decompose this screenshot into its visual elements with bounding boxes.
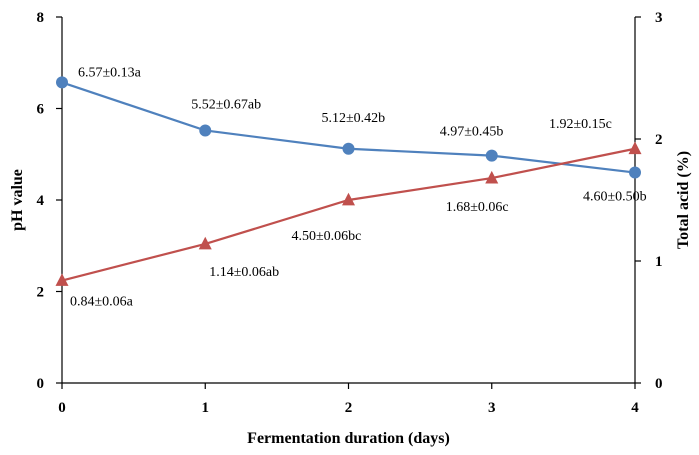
total-acid-data-label: 1.92±0.15c (549, 117, 612, 132)
total-acid-point (628, 141, 642, 155)
x-tick-label: 0 (58, 400, 66, 416)
left-y-tick-label: 6 (37, 102, 45, 118)
left-y-axis-title: pH value (9, 169, 26, 231)
x-axis-title: Fermentation duration (days) (247, 430, 450, 447)
right-y-tick-label: 1 (655, 254, 663, 270)
ph-value-data-label: 4.60±0.50b (583, 190, 647, 205)
ph-value-data-label: 6.57±0.13a (78, 65, 142, 80)
right-y-axis-title: Total acid (%) (675, 151, 692, 249)
total-acid-point (485, 170, 499, 184)
x-tick-label: 1 (202, 400, 210, 416)
ph-value-data-label: 5.52±0.67ab (191, 97, 261, 112)
total-acid-data-label: 1.68±0.06c (446, 200, 509, 215)
ph-value-point (342, 142, 355, 155)
left-y-tick-label: 8 (37, 10, 45, 26)
total-acid-point (55, 273, 69, 286)
ph-value-point (199, 124, 212, 137)
right-y-tick-label: 3 (655, 10, 663, 26)
total-acid-series-line (61, 147, 636, 282)
left-y-tick-label: 4 (37, 193, 45, 209)
total-acid-point (342, 192, 355, 206)
left-y-tick-label: 2 (37, 285, 45, 301)
ph-value-point (485, 149, 498, 162)
ph-value-data-label: 5.12±0.42b (322, 111, 386, 126)
x-tick-label: 2 (345, 400, 353, 416)
right-y-tick-label: 2 (655, 132, 663, 148)
total-acid-data-label: 1.14±0.06ab (209, 265, 279, 280)
ph-value-point (56, 76, 68, 89)
series (55, 76, 642, 286)
x-tick-label: 3 (488, 400, 496, 416)
data-labels: 6.57±0.13a 5.52±0.67ab 5.12±0.42b 4.97±0.45… (70, 65, 647, 309)
total-acid-data-label: 4.50±0.06bc (292, 229, 362, 244)
ph-value-point (629, 166, 641, 179)
ph-value-data-label: 4.97±0.45b (440, 125, 504, 140)
left-y-tick-label: 0 (37, 376, 45, 392)
x-tick-label: 4 (631, 400, 639, 416)
right-y-tick-label: 0 (655, 376, 663, 392)
total-acid-data-label: 0.84±0.06a (70, 295, 134, 310)
total-acid-point (198, 236, 212, 250)
